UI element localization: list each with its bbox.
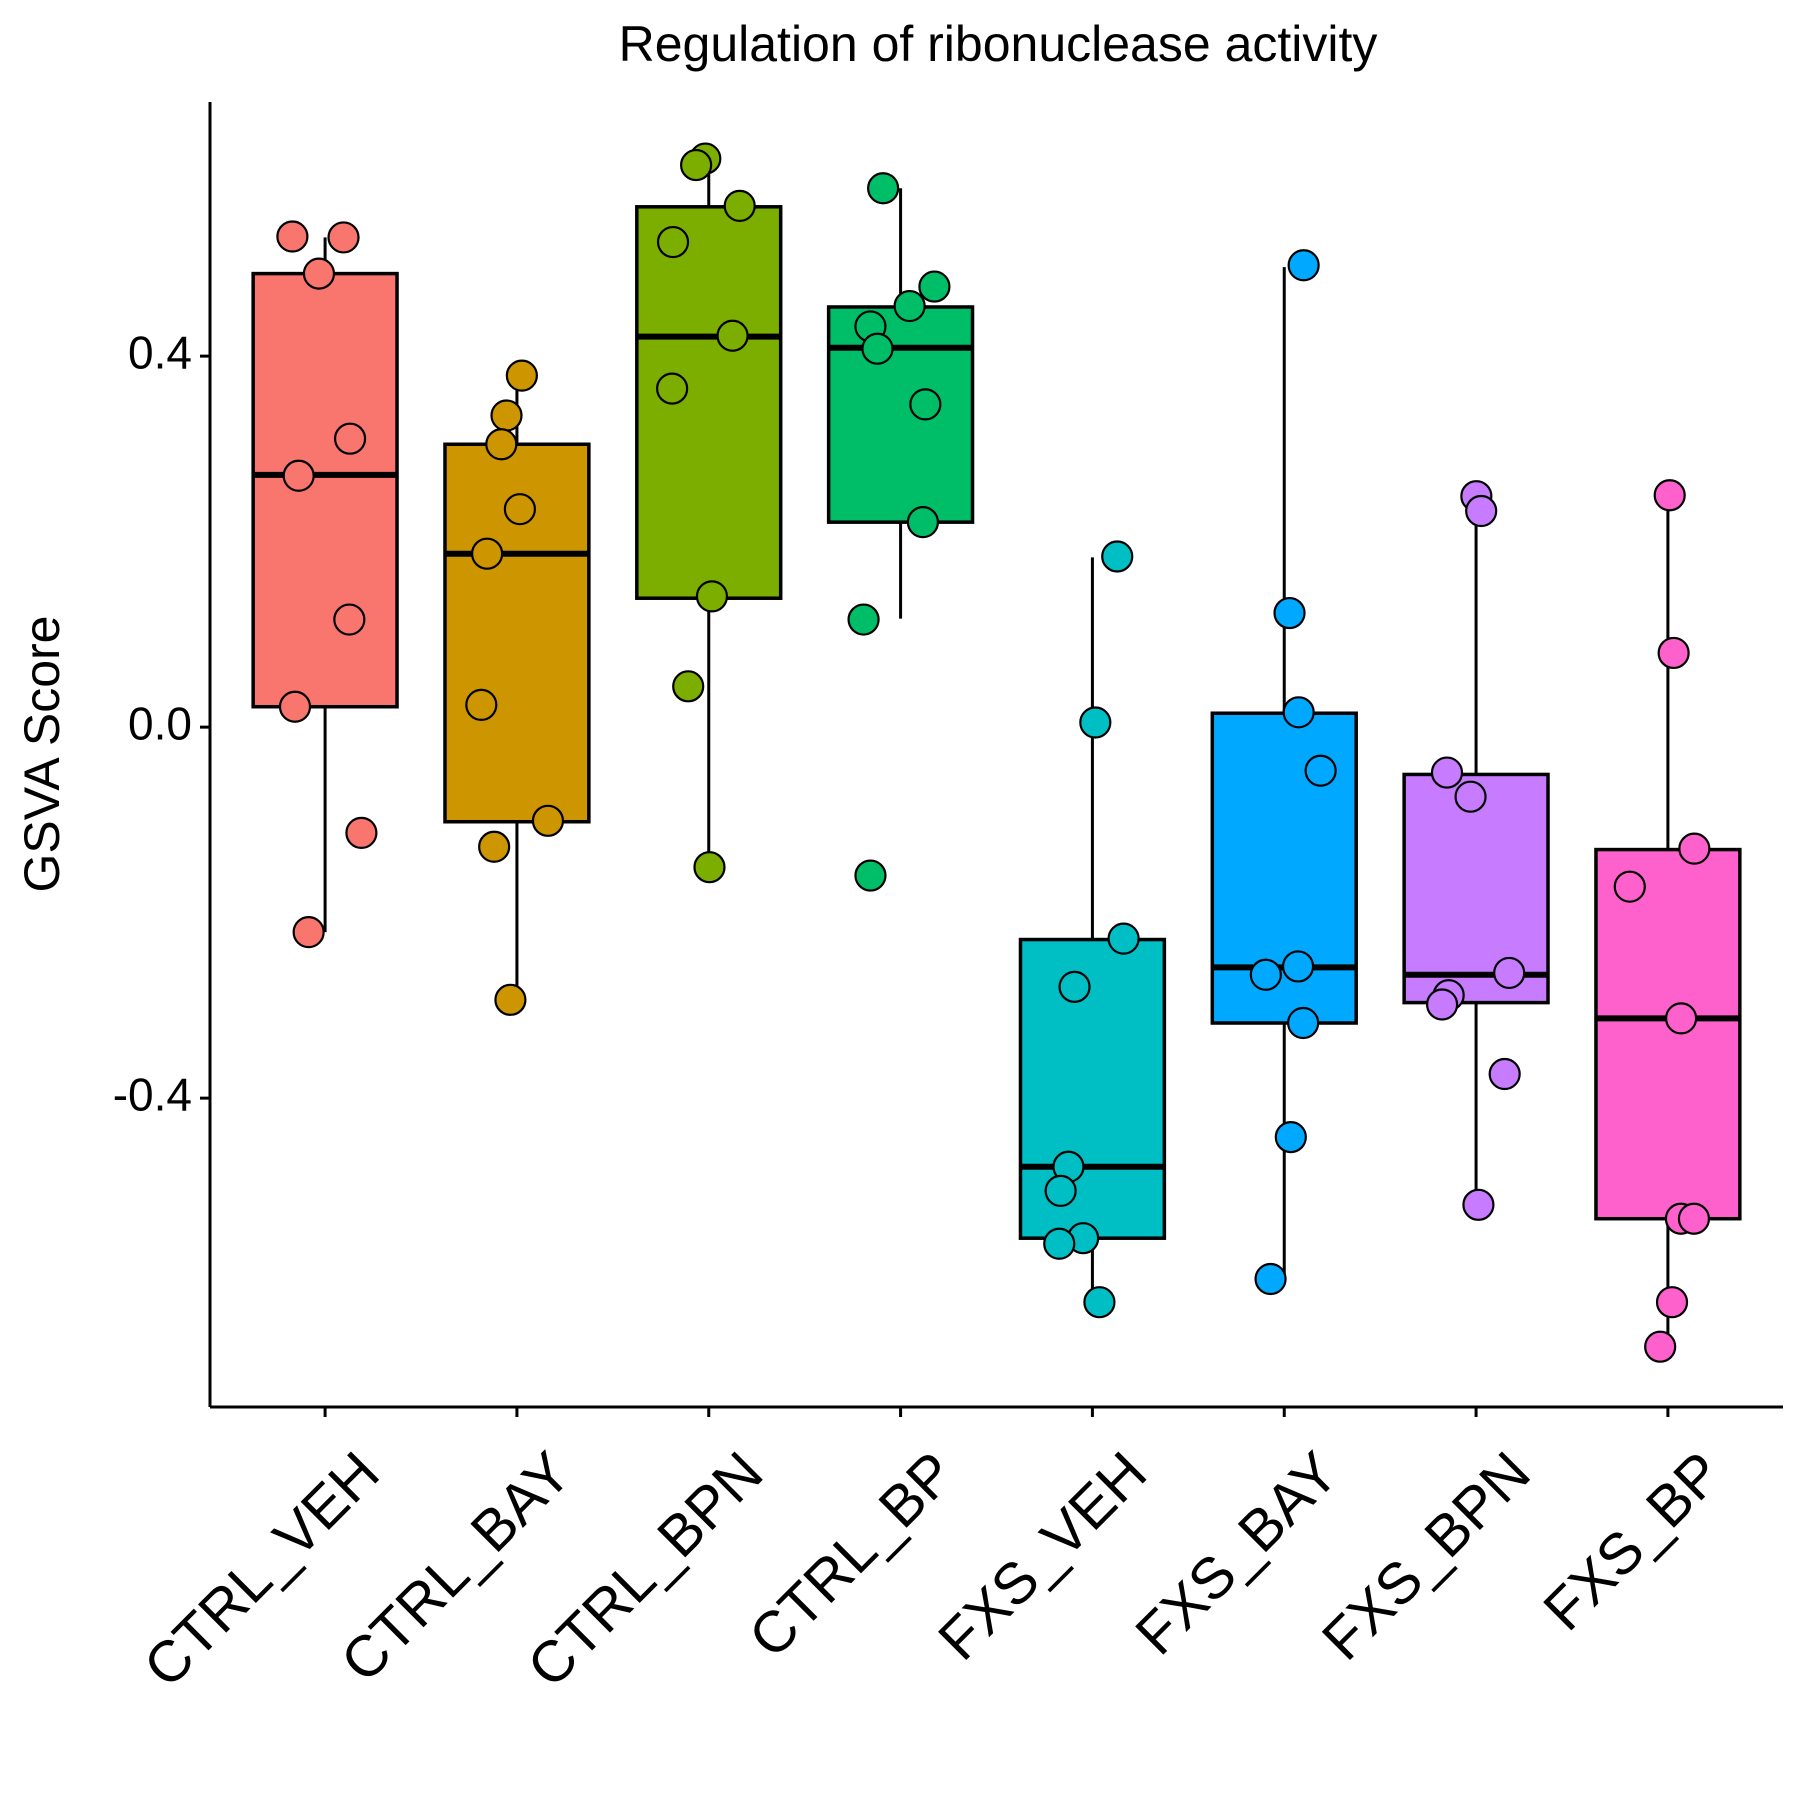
x-tick-label: FXS_VEH (926, 1440, 1159, 1673)
y-tick-label: 0.4 (128, 326, 192, 378)
data-point (695, 580, 729, 613)
data-point (282, 459, 315, 492)
data-point (1462, 1188, 1495, 1221)
data-point (1043, 1227, 1076, 1260)
data-point (861, 332, 894, 365)
data-point (1101, 540, 1134, 573)
data-point (1657, 636, 1690, 670)
box (1210, 711, 1358, 1025)
data-point (1287, 1006, 1320, 1040)
data-point (656, 225, 690, 259)
data-point (505, 359, 538, 392)
data-point (1677, 1202, 1711, 1235)
data-point (680, 148, 713, 182)
y-axis-title: GSVA Score (14, 616, 70, 893)
data-point (1644, 1330, 1677, 1363)
data-point (1058, 970, 1091, 1003)
box (635, 205, 783, 600)
box (1018, 937, 1167, 1240)
y-tick-label: 0.0 (128, 697, 192, 749)
data-point (1493, 956, 1526, 990)
data-point (327, 221, 360, 254)
data-point (1653, 479, 1686, 512)
data-point (503, 493, 536, 526)
data-point (333, 603, 366, 636)
data-point (1613, 870, 1646, 903)
data-point (1454, 780, 1487, 813)
data-point (1249, 958, 1282, 991)
data-point (716, 319, 749, 352)
data-point (672, 670, 705, 703)
data-point (1678, 832, 1711, 865)
data-point (531, 804, 565, 837)
data-point (893, 289, 926, 323)
data-point (333, 422, 367, 455)
data-point (909, 388, 942, 421)
data-point (656, 372, 689, 405)
data-point (854, 859, 887, 892)
data-point (1465, 494, 1498, 528)
data-point (1304, 754, 1337, 787)
data-point (345, 816, 378, 849)
data-point (1083, 1286, 1116, 1319)
box (1402, 772, 1550, 1005)
data-point (693, 851, 726, 884)
data-point (276, 220, 309, 253)
data-point (1425, 988, 1459, 1021)
chart-title: Regulation of ribonuclease activity (619, 16, 1378, 72)
data-point (485, 428, 518, 461)
data-point (867, 172, 900, 205)
x-tick-label: FXS_BPN (1310, 1440, 1543, 1673)
data-point (302, 257, 336, 290)
box (826, 305, 975, 524)
data-point (918, 270, 951, 303)
data-point (1282, 696, 1315, 729)
data-point (1273, 596, 1306, 630)
data-point (1107, 922, 1140, 955)
data-point (278, 690, 312, 723)
data-point (1044, 1174, 1077, 1207)
data-point (1254, 1262, 1287, 1296)
data-point (494, 983, 527, 1016)
data-point (1079, 706, 1112, 739)
data-point (906, 506, 940, 539)
data-point (1430, 756, 1464, 789)
data-point (1488, 1057, 1521, 1091)
x-tick-label: CTRL_BP (737, 1440, 968, 1671)
data-point (1281, 950, 1315, 983)
data-point (465, 688, 498, 721)
data-point (723, 189, 756, 222)
y-tick-label: -0.4 (113, 1068, 192, 1120)
data-point (847, 603, 880, 636)
box (1594, 847, 1742, 1221)
data-point (1655, 1286, 1689, 1319)
data-point (1274, 1120, 1307, 1154)
x-tick-label: FXS_BP (1531, 1440, 1734, 1643)
data-point (292, 916, 325, 949)
data-point (1664, 1002, 1698, 1035)
data-point (478, 830, 511, 863)
box (251, 271, 399, 709)
data-point (490, 399, 523, 432)
data-point (1287, 249, 1320, 282)
data-point (471, 537, 504, 570)
